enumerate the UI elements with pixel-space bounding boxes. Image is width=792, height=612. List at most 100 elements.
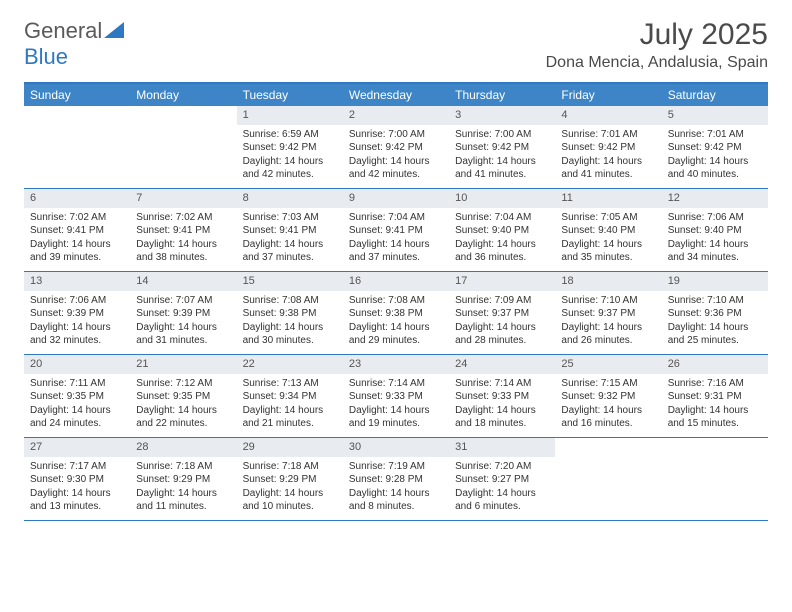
day-daylight2: and 13 minutes. [30, 500, 124, 514]
day-number: 23 [343, 355, 449, 374]
calendar: Sunday Monday Tuesday Wednesday Thursday… [24, 82, 768, 521]
day-content: Sunrise: 7:18 AMSunset: 9:29 PMDaylight:… [130, 459, 236, 518]
day-cell: 1Sunrise: 6:59 AMSunset: 9:42 PMDaylight… [237, 106, 343, 188]
day-sunrise: Sunrise: 7:12 AM [136, 377, 230, 391]
day-number: 4 [555, 106, 661, 125]
day-sunset: Sunset: 9:41 PM [30, 224, 124, 238]
day-daylight1: Daylight: 14 hours [136, 487, 230, 501]
day-daylight2: and 42 minutes. [243, 168, 337, 182]
logo-text-general: General [24, 18, 102, 43]
day-content: Sunrise: 7:06 AMSunset: 9:40 PMDaylight:… [662, 210, 768, 269]
day-number: 30 [343, 438, 449, 457]
day-sunrise: Sunrise: 7:05 AM [561, 211, 655, 225]
day-sunset: Sunset: 9:33 PM [349, 390, 443, 404]
week-row: 6Sunrise: 7:02 AMSunset: 9:41 PMDaylight… [24, 189, 768, 272]
day-daylight2: and 41 minutes. [455, 168, 549, 182]
day-number: 9 [343, 189, 449, 208]
day-daylight2: and 40 minutes. [668, 168, 762, 182]
day-sunset: Sunset: 9:36 PM [668, 307, 762, 321]
day-daylight1: Daylight: 14 hours [243, 238, 337, 252]
day-sunset: Sunset: 9:35 PM [136, 390, 230, 404]
day-content: Sunrise: 7:06 AMSunset: 9:39 PMDaylight:… [24, 293, 130, 352]
day-number: 14 [130, 272, 236, 291]
day-content: Sunrise: 7:07 AMSunset: 9:39 PMDaylight:… [130, 293, 236, 352]
day-sunrise: Sunrise: 7:07 AM [136, 294, 230, 308]
day-sunset: Sunset: 9:41 PM [243, 224, 337, 238]
day-sunset: Sunset: 9:41 PM [136, 224, 230, 238]
day-content: Sunrise: 7:04 AMSunset: 9:40 PMDaylight:… [449, 210, 555, 269]
day-cell: 9Sunrise: 7:04 AMSunset: 9:41 PMDaylight… [343, 189, 449, 271]
day-daylight1: Daylight: 14 hours [243, 155, 337, 169]
day-cell: 16 Sunrise: 7:08 AMSunset: 9:38 PMDayligh… [343, 272, 449, 354]
day-content: Sunrise: 7:01 AMSunset: 9:42 PMDaylight:… [662, 127, 768, 186]
day-sunrise: Sunrise: 7:10 AM [561, 294, 655, 308]
day-daylight2: and 29 minutes. [349, 334, 443, 348]
logo: GeneralBlue [24, 18, 124, 70]
day-daylight1: Daylight: 14 hours [455, 155, 549, 169]
day-sunset: Sunset: 9:39 PM [30, 307, 124, 321]
day-content: Sunrise: 7:00 AMSunset: 9:42 PMDaylight:… [343, 127, 449, 186]
day-cell: 27 Sunrise: 7:17 AMSunset: 9:30 PMDayligh… [24, 438, 130, 520]
day-content: Sunrise: 6:59 AMSunset: 9:42 PMDaylight:… [237, 127, 343, 186]
day-daylight1: Daylight: 14 hours [668, 155, 762, 169]
day-sunset: Sunset: 9:32 PM [561, 390, 655, 404]
day-sunrise: Sunrise: 7:18 AM [136, 460, 230, 474]
day-sunrise: Sunrise: 7:09 AM [455, 294, 549, 308]
day-header-wed: Wednesday [343, 84, 449, 106]
day-header-fri: Friday [555, 84, 661, 106]
day-daylight1: Daylight: 14 hours [668, 238, 762, 252]
day-sunrise: Sunrise: 7:00 AM [349, 128, 443, 142]
day-number: 8 [237, 189, 343, 208]
week-row: 20Sunrise: 7:11 AMSunset: 9:35 PMDayligh… [24, 355, 768, 438]
day-content: Sunrise: 7:14 AMSunset: 9:33 PMDaylight:… [449, 376, 555, 435]
day-daylight2: and 22 minutes. [136, 417, 230, 431]
day-content: Sunrise: 7:17 AMSunset: 9:30 PMDaylight:… [24, 459, 130, 518]
day-daylight1: Daylight: 14 hours [455, 321, 549, 335]
week-row: 27 Sunrise: 7:17 AMSunset: 9:30 PMDayligh… [24, 438, 768, 521]
day-daylight1: Daylight: 14 hours [561, 404, 655, 418]
day-daylight2: and 15 minutes. [668, 417, 762, 431]
location-text: Dona Mencia, Andalusia, Spain [546, 54, 768, 72]
day-daylight2: and 39 minutes. [30, 251, 124, 265]
day-sunrise: Sunrise: 7:06 AM [668, 211, 762, 225]
day-cell: 21Sunrise: 7:12 AMSunset: 9:35 PMDayligh… [130, 355, 236, 437]
day-number: 3 [449, 106, 555, 125]
day-cell: 8Sunrise: 7:03 AMSunset: 9:41 PMDaylight… [237, 189, 343, 271]
day-sunset: Sunset: 9:35 PM [30, 390, 124, 404]
day-sunrise: Sunrise: 7:14 AM [455, 377, 549, 391]
page-title: July 2025 [546, 18, 768, 52]
day-sunset: Sunset: 9:34 PM [243, 390, 337, 404]
day-content: Sunrise: 7:12 AMSunset: 9:35 PMDaylight:… [130, 376, 236, 435]
day-content: Sunrise: 7:00 AMSunset: 9:42 PMDaylight:… [449, 127, 555, 186]
day-cell: 11Sunrise: 7:05 AMSunset: 9:40 PMDayligh… [555, 189, 661, 271]
day-number: 19 [662, 272, 768, 291]
day-content: Sunrise: 7:08 AMSunset: 9:38 PMDaylight:… [237, 293, 343, 352]
day-daylight1: Daylight: 14 hours [561, 238, 655, 252]
day-number: 24 [449, 355, 555, 374]
day-cell: 13 Sunrise: 7:06 AMSunset: 9:39 PMDayligh… [24, 272, 130, 354]
day-sunset: Sunset: 9:31 PM [668, 390, 762, 404]
day-daylight2: and 10 minutes. [243, 500, 337, 514]
day-daylight1: Daylight: 14 hours [668, 321, 762, 335]
day-sunset: Sunset: 9:29 PM [136, 473, 230, 487]
day-header-sat: Saturday [662, 84, 768, 106]
day-header-row: Sunday Monday Tuesday Wednesday Thursday… [24, 84, 768, 106]
day-daylight1: Daylight: 14 hours [668, 404, 762, 418]
day-number: 15 [237, 272, 343, 291]
day-sunset: Sunset: 9:37 PM [455, 307, 549, 321]
day-number: 16 [343, 272, 449, 291]
day-sunrise: Sunrise: 7:15 AM [561, 377, 655, 391]
day-daylight2: and 35 minutes. [561, 251, 655, 265]
day-content: Sunrise: 7:18 AMSunset: 9:29 PMDaylight:… [237, 459, 343, 518]
day-daylight2: and 37 minutes. [243, 251, 337, 265]
day-sunset: Sunset: 9:40 PM [668, 224, 762, 238]
day-daylight1: Daylight: 14 hours [349, 487, 443, 501]
day-daylight2: and 21 minutes. [243, 417, 337, 431]
day-sunset: Sunset: 9:37 PM [561, 307, 655, 321]
day-content: Sunrise: 7:08 AMSunset: 9:38 PMDaylight:… [343, 293, 449, 352]
day-sunset: Sunset: 9:42 PM [349, 141, 443, 155]
day-number: 18 [555, 272, 661, 291]
day-number: 27 [24, 438, 130, 457]
day-daylight1: Daylight: 14 hours [136, 238, 230, 252]
day-number: 13 [24, 272, 130, 291]
